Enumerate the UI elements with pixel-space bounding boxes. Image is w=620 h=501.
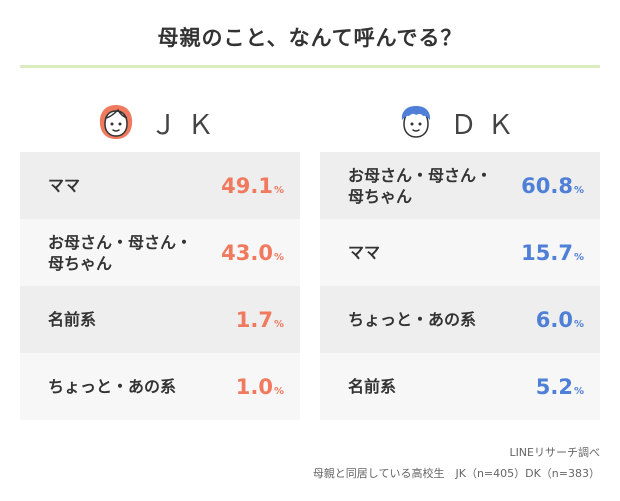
value-number: 43.0 (221, 240, 273, 265)
value-number: 5.2 (535, 374, 573, 399)
table-row: ちょっと・あの系 6.0% (320, 286, 600, 353)
row-value: 5.2% (536, 375, 584, 399)
row-label: 名前系 (348, 377, 397, 396)
row-label: 名前系 (48, 310, 97, 329)
table-row: お母さん・母さん・母ちゃん 43.0% (20, 219, 300, 286)
jk-panel: ＪＫ ママ 49.1% お母さん・母さん・母ちゃん 43.0% 名前系 1.7%… (20, 92, 300, 420)
value-unit: % (273, 184, 284, 196)
value-unit: % (273, 318, 284, 330)
dk-panel: ＤＫ お母さん・母さん・母ちゃん 60.8% ママ 15.7% ちょっと・あの系… (320, 92, 600, 420)
row-label: ママ (348, 243, 381, 262)
value-number: 1.0 (235, 374, 273, 399)
dk-label: ＤＫ (450, 109, 524, 141)
source-note: LINEリサーチ調べ (509, 446, 600, 459)
row-value: 1.0% (236, 375, 284, 399)
table-row: 名前系 1.7% (20, 286, 300, 353)
chart-title: 母親のこと、なんて呼んでる？ (157, 26, 463, 50)
table-row: 名前系 5.2% (320, 353, 600, 420)
row-value: 1.7% (236, 308, 284, 332)
girl-face-icon (99, 105, 133, 139)
row-value: 60.8% (521, 174, 584, 198)
table-row: ちょっと・あの系 1.0% (20, 353, 300, 420)
value-number: 49.1 (221, 173, 273, 198)
row-label: ちょっと・あの系 (48, 377, 177, 396)
value-number: 1.7 (235, 307, 273, 332)
row-label: お母さん・母さん・母ちゃん (348, 165, 493, 206)
row-value: 15.7% (521, 241, 584, 265)
row-label: ちょっと・あの系 (348, 310, 477, 329)
row-value: 6.0% (536, 308, 584, 332)
row-value: 49.1% (221, 174, 284, 198)
sample-note: 母親と同居している高校生 JK（n=405）DK（n=383） (312, 467, 600, 480)
title-underline (20, 65, 600, 68)
value-unit: % (573, 184, 584, 196)
table-row: ママ 15.7% (320, 219, 600, 286)
jk-header: ＪＫ (20, 92, 300, 152)
value-unit: % (273, 385, 284, 397)
row-value: 43.0% (221, 241, 284, 265)
value-unit: % (273, 251, 284, 263)
value-unit: % (573, 251, 584, 263)
dk-header: ＤＫ (320, 92, 600, 152)
boy-face-icon (401, 106, 431, 138)
dk-table: お母さん・母さん・母ちゃん 60.8% ママ 15.7% ちょっと・あの系 6.… (320, 152, 600, 420)
value-number: 60.8 (521, 173, 573, 198)
value-number: 15.7 (521, 240, 573, 265)
row-label: ママ (48, 176, 81, 195)
table-row: お母さん・母さん・母ちゃん 60.8% (320, 152, 600, 219)
value-number: 6.0 (535, 307, 573, 332)
jk-label: ＪＫ (150, 109, 224, 141)
value-unit: % (573, 318, 584, 330)
row-label: お母さん・母さん・母ちゃん (48, 232, 193, 273)
table-row: ママ 49.1% (20, 152, 300, 219)
jk-table: ママ 49.1% お母さん・母さん・母ちゃん 43.0% 名前系 1.7% ちょ… (20, 152, 300, 420)
value-unit: % (573, 385, 584, 397)
